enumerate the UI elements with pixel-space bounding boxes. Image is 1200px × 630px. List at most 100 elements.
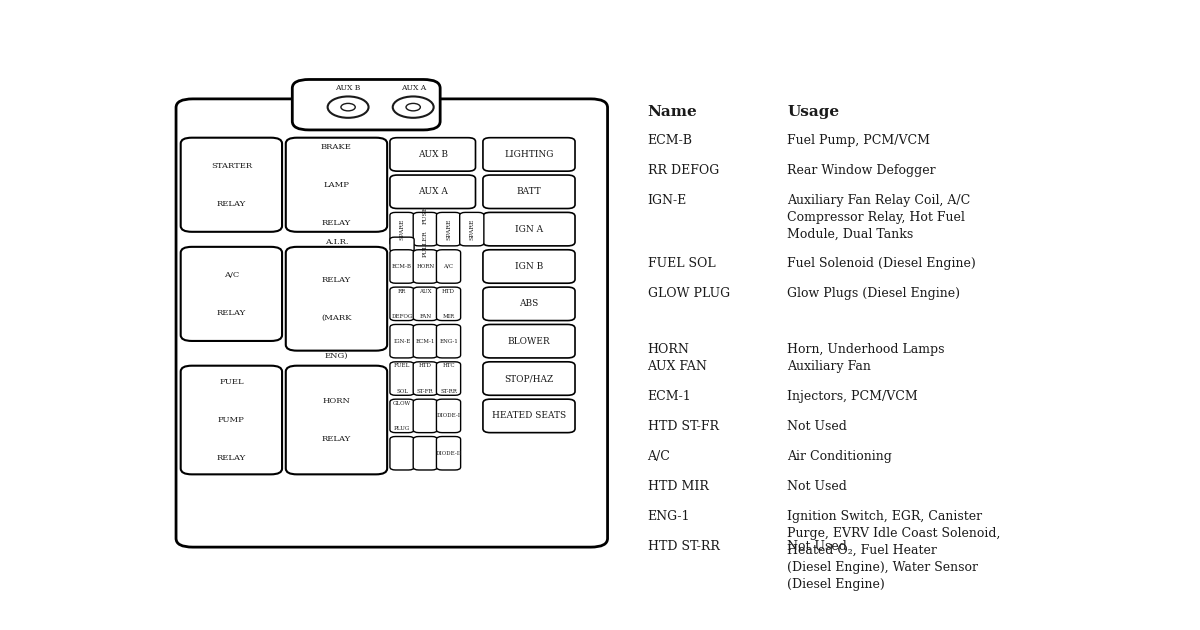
Circle shape — [341, 103, 355, 111]
Text: ECM-B: ECM-B — [392, 264, 412, 269]
Text: ENG): ENG) — [325, 352, 348, 360]
Text: Name: Name — [648, 105, 697, 118]
FancyBboxPatch shape — [482, 138, 575, 171]
Text: Fuel Pump, PCM/VCM: Fuel Pump, PCM/VCM — [787, 134, 930, 147]
FancyBboxPatch shape — [437, 324, 461, 358]
Text: BATT: BATT — [516, 187, 541, 197]
FancyBboxPatch shape — [413, 362, 437, 395]
Text: ST-RR: ST-RR — [440, 389, 457, 394]
FancyBboxPatch shape — [390, 324, 414, 358]
Text: IGN-E: IGN-E — [648, 194, 686, 207]
Text: IGN B: IGN B — [515, 262, 544, 271]
FancyBboxPatch shape — [413, 437, 437, 470]
Text: HTD: HTD — [442, 289, 455, 294]
Text: DIODE-I: DIODE-I — [437, 413, 461, 418]
Text: HTD ST-FR: HTD ST-FR — [648, 420, 719, 433]
Text: FUEL: FUEL — [220, 378, 244, 386]
Text: DIODE-II: DIODE-II — [436, 450, 462, 455]
FancyBboxPatch shape — [482, 287, 575, 321]
FancyBboxPatch shape — [413, 212, 437, 246]
Text: HTD MIR: HTD MIR — [648, 480, 708, 493]
Text: AUX: AUX — [419, 289, 432, 294]
Text: Auxiliary Fan: Auxiliary Fan — [787, 360, 871, 373]
Text: A/C: A/C — [444, 264, 454, 269]
Text: GLOW PLUG: GLOW PLUG — [648, 287, 730, 300]
Text: ENG-1: ENG-1 — [439, 339, 458, 344]
FancyBboxPatch shape — [482, 175, 575, 209]
FancyBboxPatch shape — [413, 287, 437, 321]
Text: MIR: MIR — [443, 314, 455, 319]
Circle shape — [328, 96, 368, 118]
Text: BLOWER: BLOWER — [508, 336, 551, 346]
Circle shape — [406, 103, 420, 111]
Text: Ignition Switch, EGR, Canister
Purge, EVRV Idle Coast Solenoid,
Heated O₂, Fuel : Ignition Switch, EGR, Canister Purge, EV… — [787, 510, 1001, 591]
FancyBboxPatch shape — [286, 247, 388, 351]
Text: HORN: HORN — [323, 397, 350, 405]
Text: FAN: FAN — [419, 314, 431, 319]
Text: (MARK: (MARK — [322, 314, 352, 322]
FancyBboxPatch shape — [181, 138, 282, 232]
Text: AUX B: AUX B — [418, 150, 448, 159]
Text: SOL: SOL — [396, 389, 408, 394]
Text: A.I.R.: A.I.R. — [325, 238, 348, 246]
FancyBboxPatch shape — [482, 212, 575, 246]
FancyBboxPatch shape — [286, 138, 388, 232]
Text: AUX B: AUX B — [336, 84, 361, 91]
FancyBboxPatch shape — [437, 399, 461, 433]
Text: Injectors, PCM/VCM: Injectors, PCM/VCM — [787, 390, 918, 403]
Text: Air Conditioning: Air Conditioning — [787, 450, 892, 463]
FancyBboxPatch shape — [482, 399, 575, 433]
Text: LAMP: LAMP — [324, 181, 349, 189]
Text: ECM-1: ECM-1 — [648, 390, 691, 403]
FancyBboxPatch shape — [390, 249, 414, 284]
Text: SPARE: SPARE — [469, 219, 474, 240]
Text: AUX A: AUX A — [418, 187, 448, 197]
Text: Not Used: Not Used — [787, 541, 847, 553]
Text: IGN-E: IGN-E — [394, 339, 410, 344]
Text: PLUG: PLUG — [394, 426, 410, 431]
FancyBboxPatch shape — [390, 237, 414, 252]
Text: RELAY: RELAY — [322, 219, 352, 227]
FancyBboxPatch shape — [482, 249, 575, 284]
FancyBboxPatch shape — [437, 249, 461, 284]
Text: HEATED SEATS: HEATED SEATS — [492, 411, 566, 420]
FancyBboxPatch shape — [482, 324, 575, 358]
Text: STARTER: STARTER — [211, 162, 252, 170]
FancyBboxPatch shape — [181, 247, 282, 341]
Text: HTC: HTC — [443, 364, 455, 369]
FancyBboxPatch shape — [437, 437, 461, 470]
FancyBboxPatch shape — [460, 212, 484, 246]
Text: FUSE: FUSE — [422, 206, 427, 224]
Text: FUEL: FUEL — [394, 364, 410, 369]
FancyBboxPatch shape — [390, 138, 475, 171]
Text: RELAY: RELAY — [322, 276, 352, 284]
Text: Horn, Underhood Lamps: Horn, Underhood Lamps — [787, 343, 944, 356]
Text: ENG-1: ENG-1 — [648, 510, 690, 524]
Text: SPARE: SPARE — [400, 219, 404, 240]
FancyBboxPatch shape — [293, 79, 440, 130]
FancyBboxPatch shape — [286, 365, 388, 474]
FancyBboxPatch shape — [482, 362, 575, 395]
Text: SPARE: SPARE — [446, 219, 451, 240]
FancyBboxPatch shape — [437, 212, 461, 246]
Text: HTD: HTD — [419, 364, 432, 369]
Text: HTD ST-RR: HTD ST-RR — [648, 541, 720, 553]
FancyBboxPatch shape — [390, 362, 414, 395]
FancyBboxPatch shape — [390, 437, 414, 470]
FancyBboxPatch shape — [413, 249, 437, 284]
Text: Glow Plugs (Diesel Engine): Glow Plugs (Diesel Engine) — [787, 287, 960, 300]
Text: Fuel Solenoid (Diesel Engine): Fuel Solenoid (Diesel Engine) — [787, 257, 976, 270]
Text: ECM-1: ECM-1 — [415, 339, 434, 344]
Text: RELAY: RELAY — [217, 454, 246, 462]
Text: A/C: A/C — [648, 450, 671, 463]
FancyBboxPatch shape — [413, 399, 437, 433]
FancyBboxPatch shape — [437, 362, 461, 395]
Text: AUX FAN: AUX FAN — [648, 360, 708, 373]
FancyBboxPatch shape — [181, 365, 282, 474]
FancyBboxPatch shape — [176, 99, 607, 547]
FancyBboxPatch shape — [390, 175, 475, 209]
Text: A/C: A/C — [223, 271, 239, 279]
FancyBboxPatch shape — [390, 287, 414, 321]
Text: FUEL SOL: FUEL SOL — [648, 257, 715, 270]
Text: PUMP: PUMP — [218, 416, 245, 424]
